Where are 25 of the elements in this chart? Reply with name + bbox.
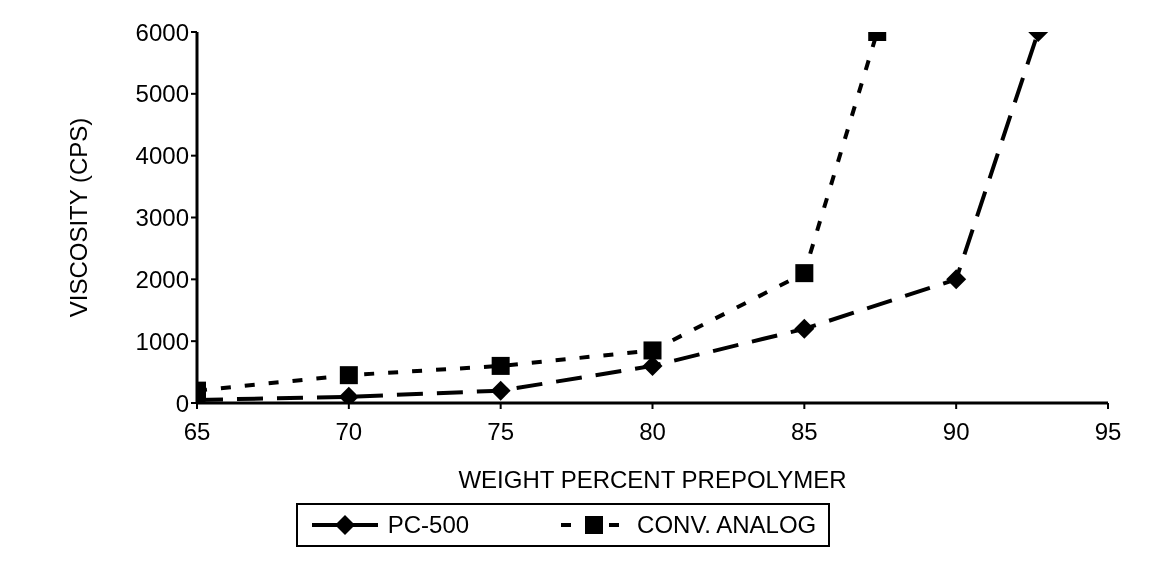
x-tick-label: 85 [790, 418, 818, 446]
y-tick-label: 2000 [135, 265, 189, 293]
x-tick-label: 65 [183, 418, 211, 446]
x-tick-label: 80 [639, 418, 666, 446]
x-tick-label: 70 [335, 418, 363, 446]
legend-label: PC-500 [386, 511, 470, 539]
y-tick-label: 4000 [135, 142, 189, 170]
x-axis-title: WEIGHT PERCENT PREPOLYMER [458, 466, 847, 493]
point [794, 318, 815, 339]
x-tick-label: 90 [942, 418, 970, 446]
x-tick-label: 95 [1094, 418, 1122, 446]
point [490, 380, 511, 401]
point [491, 356, 510, 375]
y-axis-title: VISCOSITY (CPS) [64, 117, 92, 318]
point [795, 264, 814, 283]
legend-label: CONV. ANALOG [636, 511, 817, 539]
x-tick-label: 75 [487, 418, 515, 446]
y-tick-label: 3000 [135, 204, 189, 232]
y-tick-label: 5000 [135, 80, 189, 108]
y-tick-label: 0 [175, 389, 189, 417]
point [643, 341, 662, 360]
point [946, 269, 967, 290]
y-tick-label: 1000 [135, 327, 189, 355]
y-tick-label: 6000 [135, 18, 189, 46]
point [339, 366, 358, 385]
